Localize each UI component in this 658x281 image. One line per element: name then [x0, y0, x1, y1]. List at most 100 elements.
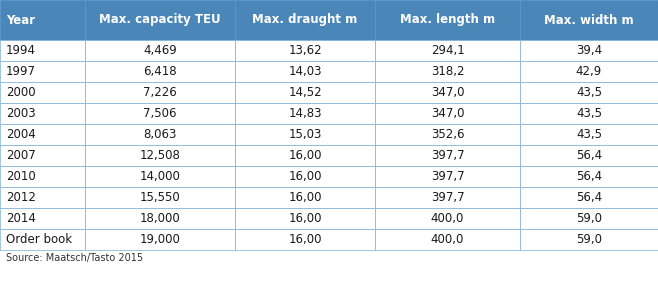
- Bar: [0, 61, 85, 82]
- Text: 39,4: 39,4: [576, 44, 602, 57]
- Bar: [375, 145, 520, 166]
- Bar: [0, 82, 85, 103]
- Text: 7,226: 7,226: [143, 86, 177, 99]
- Bar: [85, 61, 235, 82]
- Text: 56,4: 56,4: [576, 170, 602, 183]
- Text: 43,5: 43,5: [576, 128, 602, 141]
- Text: 16,00: 16,00: [288, 233, 322, 246]
- Text: 8,063: 8,063: [143, 128, 177, 141]
- Bar: [375, 166, 520, 187]
- Text: 1994: 1994: [6, 44, 36, 57]
- Bar: [85, 145, 235, 166]
- Bar: [85, 187, 235, 208]
- Text: 7,506: 7,506: [143, 107, 177, 120]
- Text: 16,00: 16,00: [288, 191, 322, 204]
- Bar: [375, 61, 520, 82]
- Text: 397,7: 397,7: [431, 170, 465, 183]
- Bar: [520, 124, 658, 145]
- Bar: [520, 103, 658, 124]
- Bar: [235, 124, 375, 145]
- Text: Max. length m: Max. length m: [400, 13, 495, 26]
- Text: 400,0: 400,0: [431, 233, 464, 246]
- Bar: [375, 124, 520, 145]
- Text: 2012: 2012: [6, 191, 36, 204]
- Bar: [0, 145, 85, 166]
- Bar: [85, 124, 235, 145]
- Bar: [520, 40, 658, 61]
- Bar: [85, 82, 235, 103]
- Bar: [0, 208, 85, 229]
- Text: 13,62: 13,62: [288, 44, 322, 57]
- Bar: [0, 124, 85, 145]
- Bar: [0, 187, 85, 208]
- Bar: [0, 40, 85, 61]
- Bar: [375, 103, 520, 124]
- Text: 397,7: 397,7: [431, 191, 465, 204]
- Text: Year: Year: [6, 13, 35, 26]
- Bar: [85, 103, 235, 124]
- Bar: [85, 40, 235, 61]
- Text: 18,000: 18,000: [139, 212, 180, 225]
- Text: 2003: 2003: [6, 107, 36, 120]
- Bar: [235, 166, 375, 187]
- Bar: [375, 229, 520, 250]
- Bar: [520, 187, 658, 208]
- Bar: [520, 0, 658, 40]
- Text: 6,418: 6,418: [143, 65, 177, 78]
- Text: 318,2: 318,2: [431, 65, 465, 78]
- Text: 19,000: 19,000: [139, 233, 180, 246]
- Bar: [85, 0, 235, 40]
- Text: 14,52: 14,52: [288, 86, 322, 99]
- Bar: [520, 166, 658, 187]
- Text: 16,00: 16,00: [288, 149, 322, 162]
- Bar: [85, 166, 235, 187]
- Bar: [520, 61, 658, 82]
- Bar: [235, 103, 375, 124]
- Text: 15,03: 15,03: [288, 128, 322, 141]
- Bar: [235, 61, 375, 82]
- Text: 43,5: 43,5: [576, 86, 602, 99]
- Text: 2007: 2007: [6, 149, 36, 162]
- Text: 352,6: 352,6: [431, 128, 465, 141]
- Bar: [235, 208, 375, 229]
- Text: 2010: 2010: [6, 170, 36, 183]
- Text: Order book: Order book: [6, 233, 72, 246]
- Text: 400,0: 400,0: [431, 212, 464, 225]
- Bar: [375, 208, 520, 229]
- Bar: [0, 166, 85, 187]
- Bar: [0, 0, 85, 40]
- Bar: [235, 229, 375, 250]
- Text: Max. capacity TEU: Max. capacity TEU: [99, 13, 221, 26]
- Bar: [235, 82, 375, 103]
- Bar: [375, 187, 520, 208]
- Bar: [520, 145, 658, 166]
- Bar: [235, 187, 375, 208]
- Bar: [375, 40, 520, 61]
- Text: 2004: 2004: [6, 128, 36, 141]
- Bar: [85, 208, 235, 229]
- Text: 347,0: 347,0: [431, 86, 465, 99]
- Text: 42,9: 42,9: [576, 65, 602, 78]
- Bar: [235, 40, 375, 61]
- Text: 347,0: 347,0: [431, 107, 465, 120]
- Text: 56,4: 56,4: [576, 149, 602, 162]
- Text: 1997: 1997: [6, 65, 36, 78]
- Text: Max. draught m: Max. draught m: [253, 13, 358, 26]
- Text: Max. width m: Max. width m: [544, 13, 634, 26]
- Text: 2000: 2000: [6, 86, 36, 99]
- Bar: [375, 82, 520, 103]
- Text: 59,0: 59,0: [576, 233, 602, 246]
- Text: 59,0: 59,0: [576, 212, 602, 225]
- Bar: [235, 0, 375, 40]
- Text: 14,03: 14,03: [288, 65, 322, 78]
- Text: 16,00: 16,00: [288, 212, 322, 225]
- Bar: [520, 229, 658, 250]
- Text: 43,5: 43,5: [576, 107, 602, 120]
- Text: 14,83: 14,83: [288, 107, 322, 120]
- Text: Source: Maatsch/Tasto 2015: Source: Maatsch/Tasto 2015: [6, 253, 143, 263]
- Bar: [85, 229, 235, 250]
- Text: 15,550: 15,550: [139, 191, 180, 204]
- Text: 56,4: 56,4: [576, 191, 602, 204]
- Text: 14,000: 14,000: [139, 170, 180, 183]
- Text: 16,00: 16,00: [288, 170, 322, 183]
